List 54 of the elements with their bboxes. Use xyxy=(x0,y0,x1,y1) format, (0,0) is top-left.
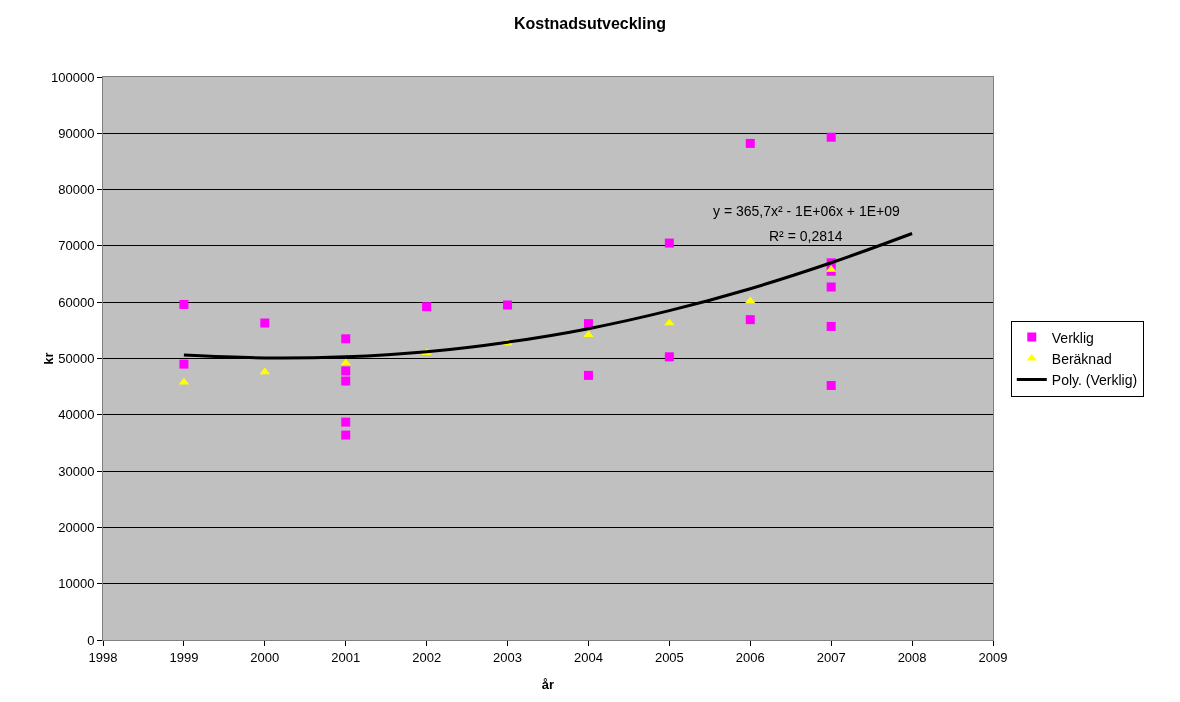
x-tick-label: 1999 xyxy=(169,649,199,665)
point xyxy=(341,376,351,386)
annotation: R² = 0,2814 xyxy=(769,228,843,244)
point xyxy=(422,302,432,312)
y-tick-label: 70000 xyxy=(58,238,95,254)
y-tick-label: 60000 xyxy=(58,294,95,310)
point xyxy=(664,238,674,248)
point xyxy=(826,321,836,331)
x-tick-label: 2002 xyxy=(412,649,442,665)
legend-label: Verklig xyxy=(1051,329,1094,346)
point xyxy=(503,300,513,310)
x-tick-label: 2009 xyxy=(978,649,1008,665)
point xyxy=(341,366,351,376)
point xyxy=(179,359,189,369)
point xyxy=(341,334,351,344)
annotation: y = 365,7x² - 1E+06x + 1E+09 xyxy=(713,203,901,219)
x-axis-title: år xyxy=(541,677,555,692)
y-tick-label: 90000 xyxy=(58,125,95,141)
legend-label: Poly. (Verklig) xyxy=(1051,371,1138,388)
x-tick-label: 1998 xyxy=(88,649,118,665)
y-tick-label: 20000 xyxy=(58,519,95,535)
x-tick-label: 2006 xyxy=(735,649,765,665)
y-tick-label: 0 xyxy=(87,632,95,648)
y-tick-label: 100000 xyxy=(51,69,95,85)
point xyxy=(826,132,836,142)
point xyxy=(583,319,593,329)
x-tick-label: 2000 xyxy=(250,649,280,665)
legend-label: Beräknad xyxy=(1051,350,1112,367)
y-tick-label: 40000 xyxy=(58,407,95,423)
point xyxy=(583,330,594,338)
x-tick-label: 2008 xyxy=(897,649,927,665)
y-axis-title: kr xyxy=(41,352,57,365)
x-tick-label: 2001 xyxy=(331,649,361,665)
y-tick-label: 10000 xyxy=(58,576,95,592)
point xyxy=(745,138,755,148)
x-tick-label: 2007 xyxy=(816,649,846,665)
point xyxy=(745,315,755,325)
point xyxy=(583,370,593,380)
y-tick-label: 50000 xyxy=(58,351,95,367)
point xyxy=(341,417,351,427)
point xyxy=(340,358,351,366)
point xyxy=(745,296,756,304)
point xyxy=(179,299,189,309)
point xyxy=(826,282,836,292)
x-tick-label: 2005 xyxy=(654,649,684,665)
point xyxy=(341,430,351,440)
y-tick-label: 30000 xyxy=(58,463,95,479)
x-tick-label: 2003 xyxy=(493,649,523,665)
x-tick-label: 2004 xyxy=(573,649,603,665)
point xyxy=(260,318,270,328)
point xyxy=(826,381,836,391)
chart-title: Kostnadsutveckling xyxy=(513,14,667,32)
y-tick-label: 80000 xyxy=(58,182,95,198)
point xyxy=(664,352,674,362)
